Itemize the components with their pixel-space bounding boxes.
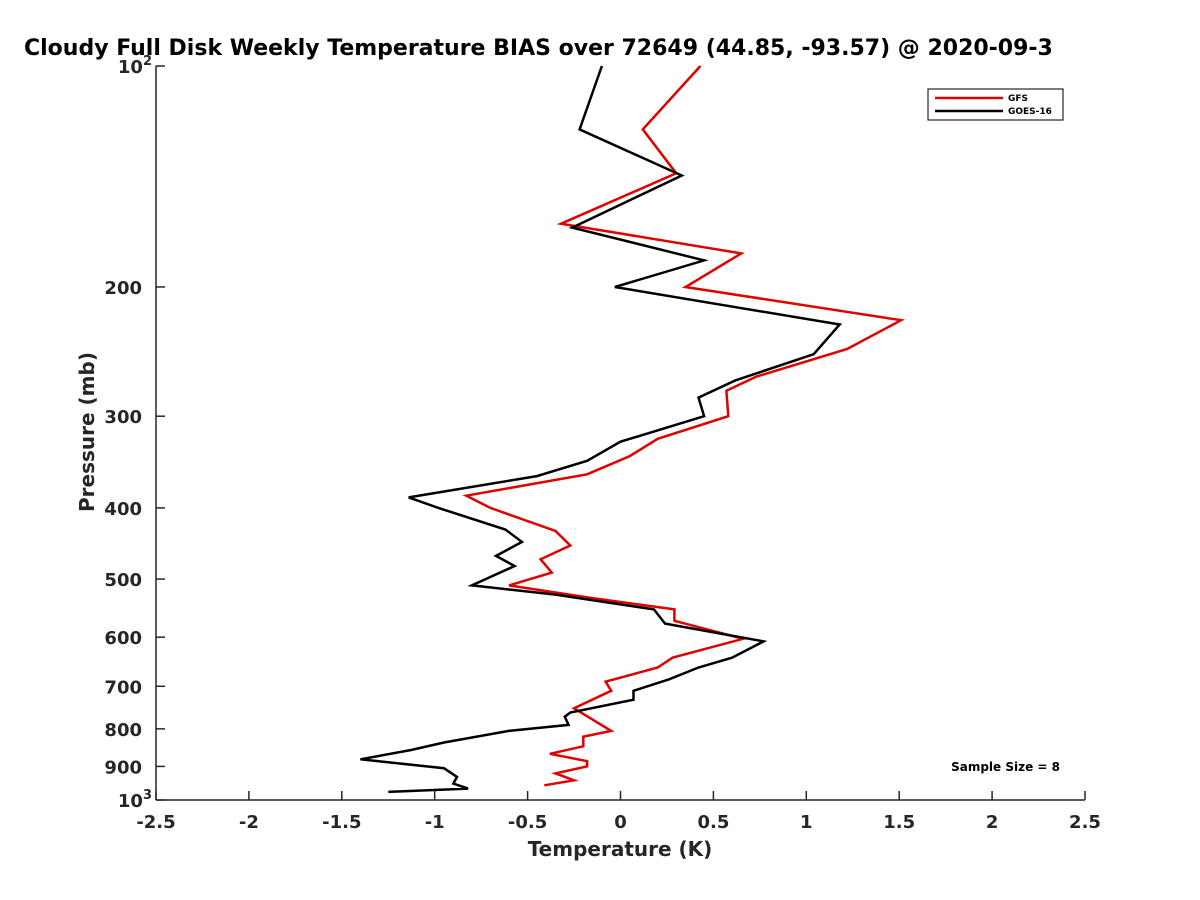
legend-box bbox=[927, 88, 1064, 121]
x-tick-label: 2.5 bbox=[1069, 812, 1101, 833]
y-tick-label: 103 bbox=[118, 788, 152, 812]
series-line-gfs bbox=[462, 65, 905, 787]
legend-label: GFS bbox=[1008, 94, 1028, 104]
sample-size-annotation: Sample Size = 8 bbox=[951, 760, 1060, 774]
y-tick-label: 600 bbox=[104, 628, 142, 649]
x-ticks: -2.5 -2 -1.5 -1 -0.5 0 0.5 1 1.5 2 2.5 bbox=[136, 791, 1101, 833]
x-tick-label: -0.5 bbox=[508, 812, 547, 833]
x-tick-label: 0.5 bbox=[697, 812, 729, 833]
axes bbox=[155, 66, 1085, 801]
y-tick-label: 900 bbox=[104, 757, 142, 778]
series-line-goes-16 bbox=[360, 65, 843, 794]
y-ticks: 102 200 300 400 500 600 700 800 900 103 bbox=[104, 54, 165, 812]
x-tick-label: 2 bbox=[986, 812, 999, 833]
y-tick-label: 300 bbox=[104, 407, 142, 428]
y-tick-label: 102 bbox=[118, 54, 152, 78]
x-axis-label: Temperature (K) bbox=[528, 837, 713, 861]
legend-label: GOES-16 bbox=[1008, 107, 1052, 117]
x-tick-label: 1 bbox=[800, 812, 813, 833]
x-tick-label: -1.5 bbox=[322, 812, 361, 833]
legend: GFS GOES-16 bbox=[927, 88, 1064, 121]
x-tick-label: 1.5 bbox=[883, 812, 915, 833]
y-axis-label: Pressure (mb) bbox=[75, 352, 99, 512]
series-lines bbox=[360, 65, 905, 794]
chart-title: Cloudy Full Disk Weekly Temperature BIAS… bbox=[24, 36, 1053, 61]
y-tick-label: 500 bbox=[104, 570, 142, 591]
x-tick-label: 0 bbox=[614, 812, 627, 833]
y-tick-label: 700 bbox=[104, 677, 142, 698]
y-tick-label: 400 bbox=[104, 499, 142, 520]
y-tick-label: 800 bbox=[104, 720, 142, 741]
x-tick-label: -2.5 bbox=[136, 812, 175, 833]
x-tick-label: -1 bbox=[425, 812, 445, 833]
x-tick-label: -2 bbox=[239, 812, 259, 833]
y-tick-label: 200 bbox=[104, 278, 142, 299]
